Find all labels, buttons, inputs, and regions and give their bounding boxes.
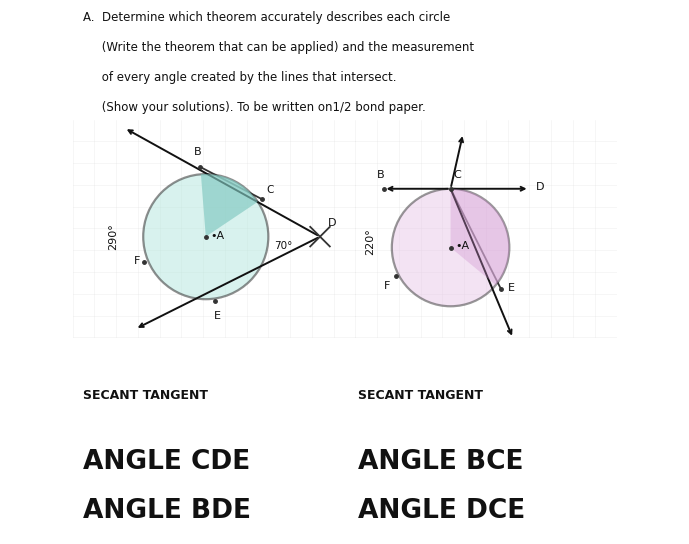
Circle shape	[392, 189, 509, 306]
Text: E: E	[214, 311, 221, 320]
Circle shape	[143, 174, 268, 299]
Text: C: C	[454, 170, 462, 180]
Text: •A: •A	[210, 231, 224, 240]
Text: (Write the theorem that can be applied) and the measurement: (Write the theorem that can be applied) …	[83, 41, 475, 54]
Text: F: F	[134, 256, 140, 265]
Text: C: C	[266, 185, 274, 195]
Text: E: E	[508, 283, 515, 293]
Text: B: B	[377, 170, 384, 180]
Text: F: F	[384, 281, 390, 290]
Text: •A: •A	[455, 242, 469, 251]
Text: ANGLE BCE: ANGLE BCE	[358, 449, 524, 475]
Text: SECANT TANGENT: SECANT TANGENT	[83, 389, 208, 402]
Text: D: D	[536, 182, 544, 192]
Text: (Show your solutions). To be written on1/2 bond paper.: (Show your solutions). To be written on1…	[83, 101, 426, 114]
Text: ANGLE DCE: ANGLE DCE	[358, 498, 525, 524]
Text: B: B	[194, 147, 201, 157]
Text: SECANT TANGENT: SECANT TANGENT	[358, 389, 483, 402]
Text: 220°: 220°	[366, 228, 376, 256]
Text: ANGLE CDE: ANGLE CDE	[83, 449, 251, 475]
Wedge shape	[201, 174, 258, 237]
Text: D: D	[328, 218, 336, 228]
Text: 70°: 70°	[274, 241, 293, 251]
Text: A.  Determine which theorem accurately describes each circle: A. Determine which theorem accurately de…	[83, 11, 451, 24]
Wedge shape	[451, 189, 509, 285]
Text: 290°: 290°	[108, 223, 119, 250]
Text: ANGLE BDE: ANGLE BDE	[83, 498, 251, 524]
Text: of every angle created by the lines that intersect.: of every angle created by the lines that…	[83, 71, 397, 84]
